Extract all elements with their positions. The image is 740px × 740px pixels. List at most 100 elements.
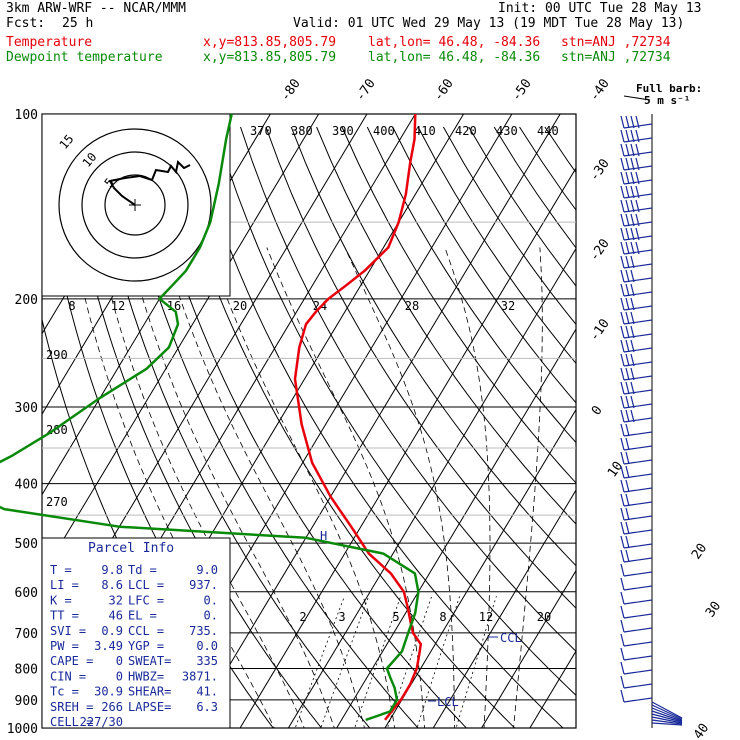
parcel-info-value: Td = [128, 563, 157, 577]
isotherm-label: -60 [431, 76, 457, 104]
wind-barb-flag [630, 395, 635, 409]
parcel-info-value: HWBZ= [128, 669, 164, 683]
dry-adiabat-line [366, 126, 576, 444]
wind-barb-flag [620, 311, 625, 325]
wind-barb-flag [630, 213, 635, 227]
legend-temperature: Temperature [6, 35, 93, 50]
wind-barb-flag [620, 157, 625, 171]
dry-adiabat-line [392, 126, 576, 404]
wind-barb-flag [620, 661, 625, 675]
isotherm-label: -70 [353, 76, 379, 104]
wind-barb-flag [620, 591, 625, 605]
wind-barb-flag [620, 143, 625, 157]
forecast-hours: 25 h [62, 16, 94, 31]
parcel-info-value: PW = [50, 639, 79, 653]
parcel-info-value: T = [50, 563, 72, 577]
dry-adiabat-line [265, 126, 576, 609]
wind-barb-flag [625, 143, 630, 157]
wind-barb-flag [625, 521, 630, 535]
wind-barb-flag [625, 353, 630, 367]
wind-barb-flag [625, 115, 630, 129]
barb-legend-unit: 5 m s⁻¹ [644, 94, 690, 107]
pressure-tick-label: 800 [15, 662, 38, 677]
dry-adiabat-line [138, 126, 468, 728]
wind-barb-flag [625, 283, 630, 297]
moist-adiabat-line [444, 247, 491, 728]
dry-adiabat-line [468, 126, 576, 287]
wind-barb-shaft [623, 669, 653, 675]
wind-barb-flag [630, 199, 635, 213]
dry-adiabat-line [493, 126, 576, 249]
valid-time: Valid: 01 UTC Wed 29 May 13 (19 MDT Tue … [293, 16, 685, 31]
pressure-tick-label: 500 [15, 537, 38, 552]
isotherm-label: 10 [605, 459, 626, 480]
isotherm-label: 40 [691, 721, 712, 740]
temperature-line [293, 113, 423, 721]
wind-barb-flag [630, 241, 635, 255]
parcel-info-value: 937. [189, 578, 218, 592]
theta-label: 390 [332, 124, 354, 138]
moist-adiabat-line [163, 247, 365, 728]
wind-barb-flag [630, 255, 635, 269]
parcel-info-value: 9.8 [101, 563, 123, 577]
wind-barb-flag [620, 549, 625, 563]
wind-barb-flag [635, 143, 640, 157]
wind-barb-flag [620, 129, 625, 143]
wind-barb-flag [625, 185, 630, 199]
wind-barb-flag [620, 493, 625, 507]
pressure-tick-label: 600 [15, 586, 38, 601]
wind-barb-flag [620, 423, 625, 437]
mixing-ratio-line [416, 596, 461, 728]
isotherm-line [384, 408, 576, 728]
parcel-info-value: K = [50, 593, 72, 607]
hodo-speed-label: 16 [167, 299, 181, 313]
pressure-tick-label: 1000 [7, 722, 38, 737]
wind-barb-flag [620, 171, 625, 185]
hodo-speed-label: 8 [68, 299, 75, 313]
parcel-info-value: YGP = [128, 639, 164, 653]
parcel-info-box [41, 537, 231, 729]
wind-barb-shaft [623, 613, 653, 619]
wind-barb-shaft [623, 599, 653, 605]
moist-adiabat-line [266, 247, 426, 728]
wind-barb-flag [625, 451, 630, 465]
pressure-tick-label: 700 [15, 627, 38, 642]
wind-barb-flag [620, 283, 625, 297]
wind-barb-flag [635, 157, 640, 171]
parcel-info-value: CIN = [50, 669, 86, 683]
parcel-info-value: 3871. [182, 669, 218, 683]
parcel-info-value: 0 [116, 654, 123, 668]
wind-barb-flag [625, 157, 630, 171]
wind-barb-flag [635, 171, 640, 185]
wind-barb-flag [635, 199, 640, 213]
parcel-info-value: 0.0 [196, 639, 218, 653]
wind-barb-shaft [651, 713, 683, 723]
parcel-info-value: 227/30 [80, 715, 123, 729]
wind-barb-flag [625, 549, 630, 563]
wind-barb-flag [625, 213, 630, 227]
theta-label: 410 [414, 124, 436, 138]
parcel-info-value: 32 [109, 593, 123, 607]
wind-barb-flag [630, 339, 635, 353]
dry-adiabat-line [113, 126, 419, 728]
wind-barb-flag [625, 171, 630, 185]
parcel-info-value: CAPE = [50, 654, 93, 668]
wind-barb-shaft [651, 716, 683, 724]
theta-label: 380 [291, 124, 313, 138]
wind-barb-shaft [623, 655, 653, 661]
parcel-info-value: TT = [50, 609, 79, 623]
wind-barb-flag [625, 269, 630, 283]
wind-barb-flag [625, 535, 630, 549]
mixing-ratio-line [455, 596, 497, 728]
hodograph-trace [108, 159, 191, 206]
wind-barb-flag [625, 227, 630, 241]
lcl-label: LCL [437, 695, 459, 709]
wind-barb-flag [635, 129, 640, 143]
parcel-info-value: 266 [101, 700, 123, 714]
parcel-info-value: LFC = [128, 593, 164, 607]
wind-barb-flag [620, 507, 625, 521]
wind-barb-flag [620, 241, 625, 255]
dewpoint-line [0, 113, 420, 722]
theta-label: 440 [537, 124, 559, 138]
